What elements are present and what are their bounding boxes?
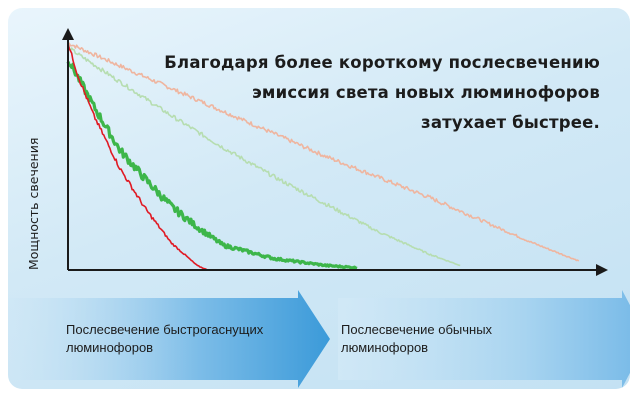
fast-phosphor-label: Послесвечение быстрогаснущих люминофоров [66, 322, 264, 355]
axes [62, 28, 608, 276]
chart-title: Благодаря более короткому послесвечению … [130, 48, 600, 138]
normal-phosphor-label: Послесвечение обычных люминофоров [341, 322, 493, 355]
arrow-band [8, 290, 630, 388]
chart-svg [8, 28, 630, 388]
normal-phosphor-arrow [338, 290, 630, 388]
series-line [67, 45, 461, 267]
y-axis-arrowhead [62, 28, 74, 40]
title-line-2: эмиссия света новых люминофоров [251, 83, 600, 102]
series-line [67, 43, 208, 271]
title-line-3: затухает быстрее. [421, 113, 600, 132]
title-line-1: Благодаря более короткому послесвечению [164, 53, 600, 72]
x-axis-arrowhead [596, 264, 608, 276]
series-line [67, 42, 580, 262]
y-axis-label: Мощность свечения [26, 137, 41, 270]
series-layer [66, 42, 580, 271]
series-line [66, 61, 358, 270]
chart-panel: Благодаря более короткому послесвечению … [8, 8, 630, 389]
fast-phosphor-arrow [8, 290, 330, 388]
